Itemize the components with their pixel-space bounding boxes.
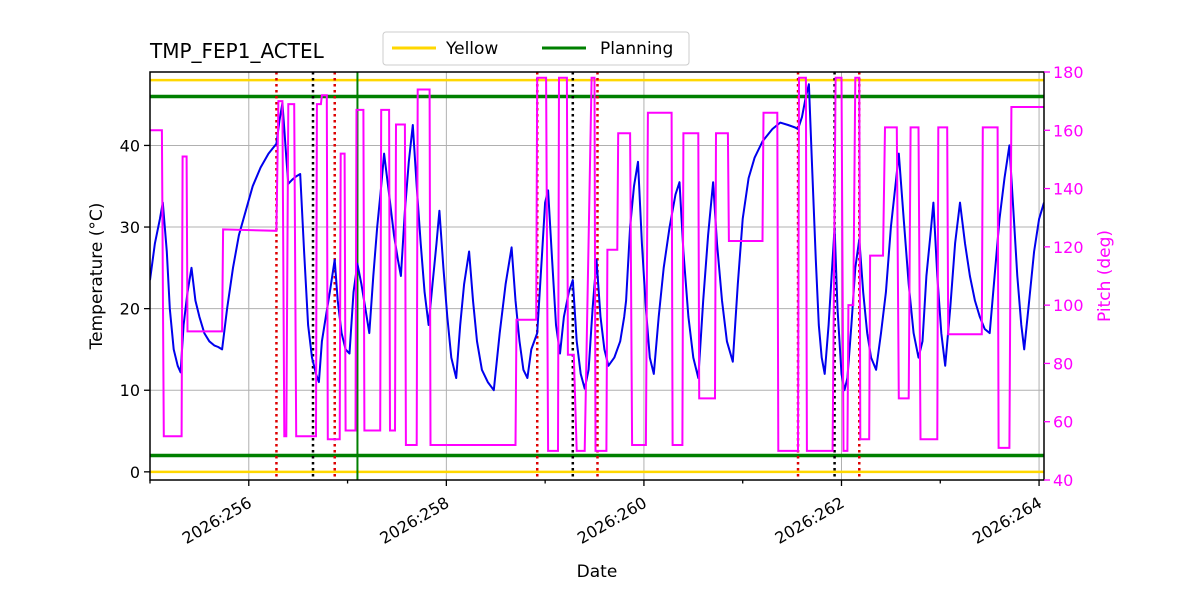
legend-box	[382, 31, 690, 66]
y-tick-label: 10	[120, 381, 140, 400]
y2-axis-title: Pitch (deg)	[1095, 230, 1115, 322]
y-tick-label: 0	[130, 463, 140, 482]
y-tick-label: 40	[120, 136, 140, 155]
y-tick-label: 20	[120, 300, 140, 319]
y2-tick-label: 180	[1053, 63, 1084, 82]
y2-tick-label: 160	[1053, 121, 1084, 140]
pitch-series-line	[150, 76, 1044, 452]
legend-label-yellow: Yellow	[445, 39, 498, 59]
legend-label-planning: Planning	[600, 39, 673, 59]
y2-tick-label: 100	[1053, 296, 1084, 315]
y2-tick-label: 60	[1053, 413, 1073, 432]
y-axis-title: Temperature (°C)	[87, 203, 107, 351]
y2-tick-label: 80	[1053, 354, 1073, 373]
x-tick-label: 2026:264	[969, 493, 1045, 548]
y2-tick-label: 40	[1053, 471, 1073, 490]
y-tick-label: 30	[120, 218, 140, 237]
x-tick-label: 2026:256	[179, 493, 255, 548]
y2-tick-label: 120	[1053, 238, 1084, 257]
chart-title: TMP_FEP1_ACTEL	[149, 39, 325, 63]
temperature-series-line	[150, 83, 1044, 392]
y2-tick-label: 140	[1053, 180, 1084, 199]
plot-frame	[149, 71, 1045, 481]
x-axis-title: Date	[577, 562, 618, 582]
series-lines	[150, 76, 1044, 452]
x-tick-label: 2026:258	[376, 493, 452, 548]
legend: Yellow Planning	[382, 31, 690, 66]
x-tick-label: 2026:262	[772, 493, 848, 548]
x-tick-label: 2026:260	[574, 493, 650, 548]
